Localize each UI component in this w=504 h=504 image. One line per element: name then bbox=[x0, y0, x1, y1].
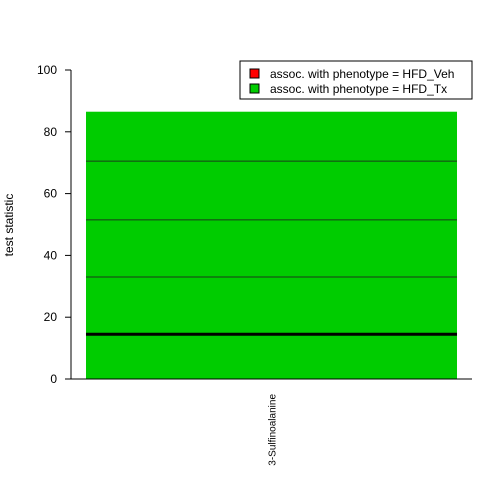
y-tick-label: 60 bbox=[44, 187, 58, 201]
y-tick-label: 100 bbox=[37, 63, 57, 77]
y-tick-label: 80 bbox=[44, 125, 58, 139]
bar-0 bbox=[86, 111, 457, 379]
y-tick-label: 0 bbox=[50, 372, 57, 386]
legend: assoc. with phenotype = HFD_Veh assoc. w… bbox=[239, 60, 473, 100]
category-label: 3-Sulfinoalanine bbox=[268, 394, 279, 466]
y-tick-label: 20 bbox=[44, 310, 58, 324]
reference-lines bbox=[86, 160, 457, 336]
legend-label-hfd-tx: assoc. with phenotype = HFD_Tx bbox=[270, 82, 447, 96]
legend-label-hfd-veh: assoc. with phenotype = HFD_Veh bbox=[270, 67, 454, 81]
y-tick-label: 40 bbox=[44, 248, 58, 262]
y-axis-ticks: 0 20 40 60 80 100 bbox=[37, 63, 71, 386]
bars-layer bbox=[86, 111, 457, 379]
legend-swatch-hfd-tx bbox=[249, 83, 260, 94]
legend-box bbox=[239, 60, 473, 100]
legend-swatch-hfd-veh bbox=[249, 68, 260, 79]
category-labels: 3-Sulfinoalanine bbox=[268, 394, 279, 466]
y-axis-label: test statistic bbox=[2, 194, 16, 257]
